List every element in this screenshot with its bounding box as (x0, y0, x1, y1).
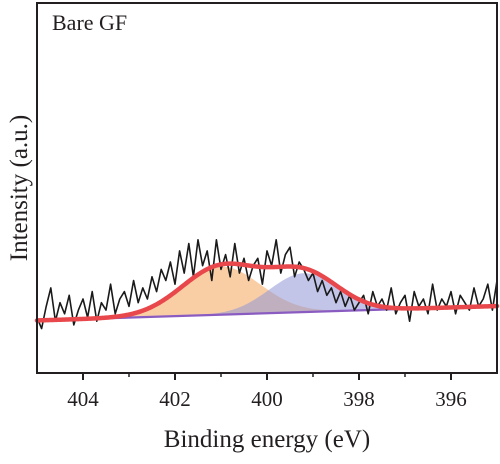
x-tick-label: 404 (67, 387, 99, 411)
x-tick-label: 398 (343, 387, 375, 411)
x-tick-label: 396 (435, 387, 467, 411)
fit-envelope-line (34, 261, 500, 323)
raw-spectrum-line (36, 239, 498, 330)
chart-lines (34, 239, 500, 330)
y-axis-label: Intensity (a.u.) (6, 115, 33, 261)
x-axis-ticks: 404 402 400 398 396 (67, 373, 467, 411)
x-tick-label: 400 (251, 387, 283, 411)
x-axis-label: Binding energy (eV) (164, 426, 370, 453)
x-tick-label: 402 (159, 387, 191, 411)
chart-annotation: Bare GF (52, 10, 127, 35)
